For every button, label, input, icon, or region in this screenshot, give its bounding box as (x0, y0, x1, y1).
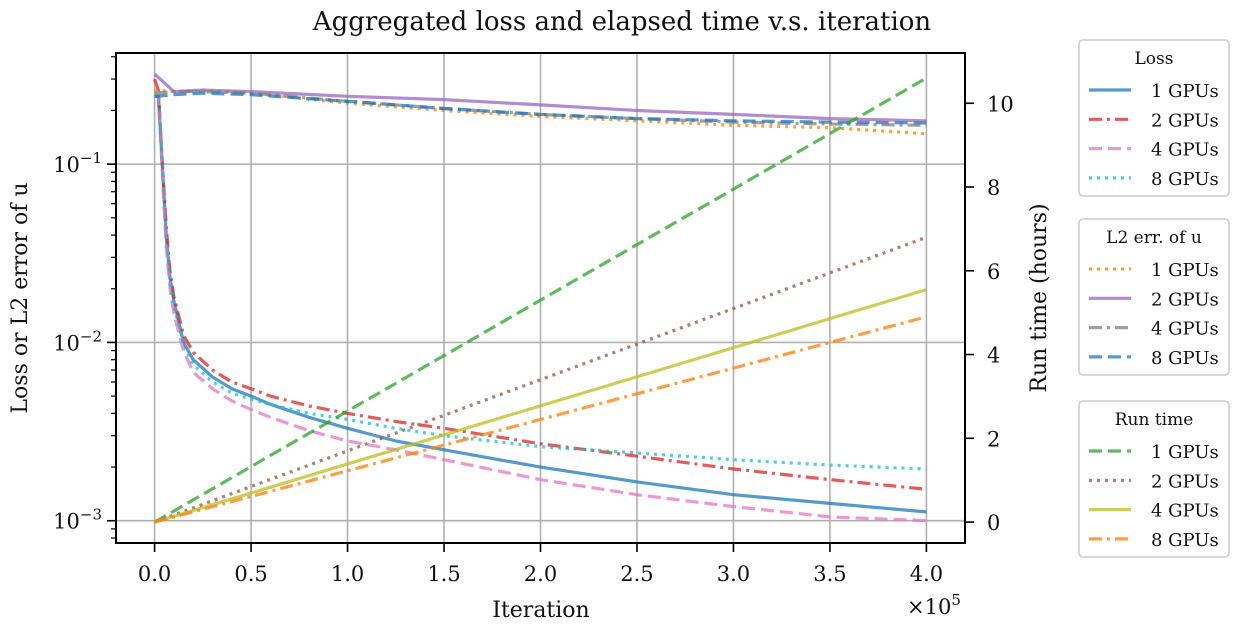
x-tick-label: 4.0 (910, 562, 943, 586)
y-right-tick-label: 4 (987, 344, 1000, 368)
y-right-tick-label: 0 (987, 511, 1000, 535)
legend-title: Loss (1135, 49, 1174, 69)
chart-title: Aggregated loss and elapsed time v.s. it… (312, 7, 932, 37)
legend-1: Loss 1 GPUs 2 GPUs 4 GPUs 8 GPUs (1078, 39, 1230, 197)
legend-entry-label: 1 GPUs (1151, 260, 1219, 281)
legend-entry-label: 2 GPUs (1151, 110, 1219, 131)
series-line-loss-4-gpus (154, 94, 927, 523)
legend-box (1078, 39, 1230, 197)
y-left-tick-label: 10−1 (53, 149, 102, 177)
legend-entry-label: 2 GPUs (1151, 471, 1219, 492)
y-right-tick-label: 6 (987, 260, 1000, 284)
series-line-l2-err-of-u-8-gpus (154, 91, 927, 125)
series-line-loss-2-gpus (153, 78, 927, 491)
legend-title: Run time (1115, 410, 1194, 430)
x-tick-label: 2.5 (620, 562, 653, 586)
legend-entry-label: 1 GPUs (1151, 442, 1219, 463)
series-lines (153, 72, 928, 524)
legend-box (1078, 400, 1230, 558)
axis-ticks: 0.0 0.5 1.0 1.5 2.0 2.5 3.0 3.5 4.0 10−1 10−2 10−3 0… (53, 56, 1014, 586)
legend-entry-label: 4 GPUs (1151, 319, 1219, 340)
legend-entry-label: 8 GPUs (1151, 169, 1219, 190)
legend-2: L2 err. of u 1 GPUs 2 GPUs 4 GPUs 8 GPUs (1078, 218, 1230, 376)
legend-entry-label: 1 GPUs (1151, 81, 1219, 102)
x-tick-label: 3.0 (717, 562, 750, 586)
legend-title: L2 err. of u (1106, 228, 1202, 248)
series-line-l2-err-of-u-1-gpus (154, 88, 927, 136)
x-tick-label: 0.5 (234, 562, 267, 586)
legend-entry-label: 4 GPUs (1151, 501, 1219, 522)
y-left-tick-label: 10−2 (53, 327, 102, 355)
legend-entry-label: 4 GPUs (1151, 140, 1219, 161)
legend-entry-label: 2 GPUs (1151, 289, 1219, 310)
series-line-run-time-2-gpus (154, 235, 927, 524)
y-axis-label-left: Loss or L2 error of u (8, 182, 33, 413)
series-line-run-time-4-gpus (154, 288, 927, 524)
legend-entry-label: 8 GPUs (1151, 348, 1219, 369)
legend-entry-label: 8 GPUs (1151, 530, 1219, 551)
x-tick-label: 1.0 (331, 562, 364, 586)
y-left-tick-label: 10−3 (53, 506, 102, 534)
y-right-tick-label: 10 (987, 92, 1014, 116)
grid-lines (116, 53, 965, 543)
x-axis-label: Iteration (492, 598, 589, 623)
series-line-loss-8-gpus (154, 94, 927, 471)
x-tick-label: 1.5 (427, 562, 460, 586)
y-right-tick-label: 2 (987, 427, 1000, 451)
legend-3: Run time 1 GPUs 2 GPUs 4 GPUs 8 GPUs (1078, 400, 1230, 558)
y-right-tick-label: 8 (987, 176, 1000, 200)
series-line-run-time-8-gpus (154, 315, 927, 524)
x-tick-label: 0.0 (138, 562, 171, 586)
x-tick-label: 2.0 (524, 562, 557, 586)
legend-box (1078, 218, 1230, 376)
y-axis-label-right: Run time (hours) (1027, 203, 1052, 392)
series-line-run-time-1-gpus (153, 76, 928, 524)
x-tick-label: 3.5 (813, 562, 846, 586)
x-axis-scale-note: ×105 (907, 591, 961, 619)
